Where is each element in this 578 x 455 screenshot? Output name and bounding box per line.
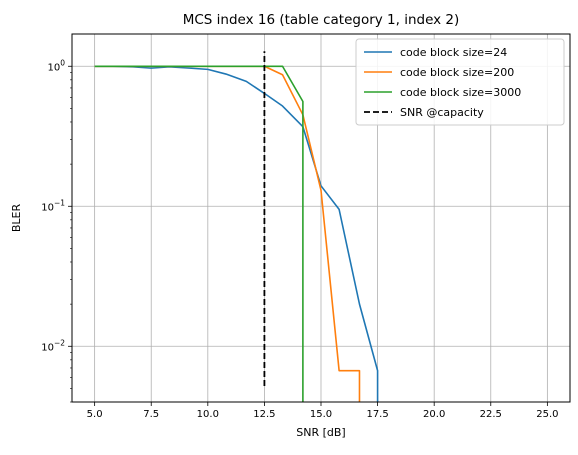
y-axis-label: BLER xyxy=(10,204,23,233)
x-tick-label: 20.0 xyxy=(423,409,445,420)
legend-entry: code block size=200 xyxy=(400,66,514,79)
x-tick-label: 12.5 xyxy=(253,409,275,420)
x-tick-label: 10.0 xyxy=(197,409,219,420)
y-tick-label: 10−2 xyxy=(41,338,65,353)
y-tick-label: 100 xyxy=(47,58,65,73)
x-axis-label: SNR [dB] xyxy=(296,426,345,439)
legend-entry: SNR @capacity xyxy=(400,106,484,119)
series-line-3 xyxy=(94,65,304,402)
x-tick-label: 15.0 xyxy=(310,409,332,420)
x-tick-label: 22.5 xyxy=(480,409,502,420)
legend-box xyxy=(355,38,565,126)
legend: code block size=24 code block size=200 cod… xyxy=(355,38,565,126)
x-tick-label: 25.0 xyxy=(536,409,558,420)
series-line-2 xyxy=(94,65,361,402)
x-axis: 5.0 7.5 10.0 12.5 15.0 17.5 20.0 22.5 25.0 xyxy=(87,402,558,420)
legend-entry: code block size=24 xyxy=(400,46,507,59)
series-line-1 xyxy=(94,65,379,402)
legend-entry: code block size=3000 xyxy=(400,86,521,99)
x-tick-label: 5.0 xyxy=(87,409,103,420)
y-tick-label: 10−1 xyxy=(41,198,65,213)
x-tick-label: 7.5 xyxy=(143,409,159,420)
plot-lines xyxy=(94,51,379,402)
chart-title: MCS index 16 (table category 1, index 2) xyxy=(183,12,460,28)
y-axis: 100 10−1 10−2 xyxy=(41,58,72,403)
x-tick-label: 17.5 xyxy=(366,409,388,420)
